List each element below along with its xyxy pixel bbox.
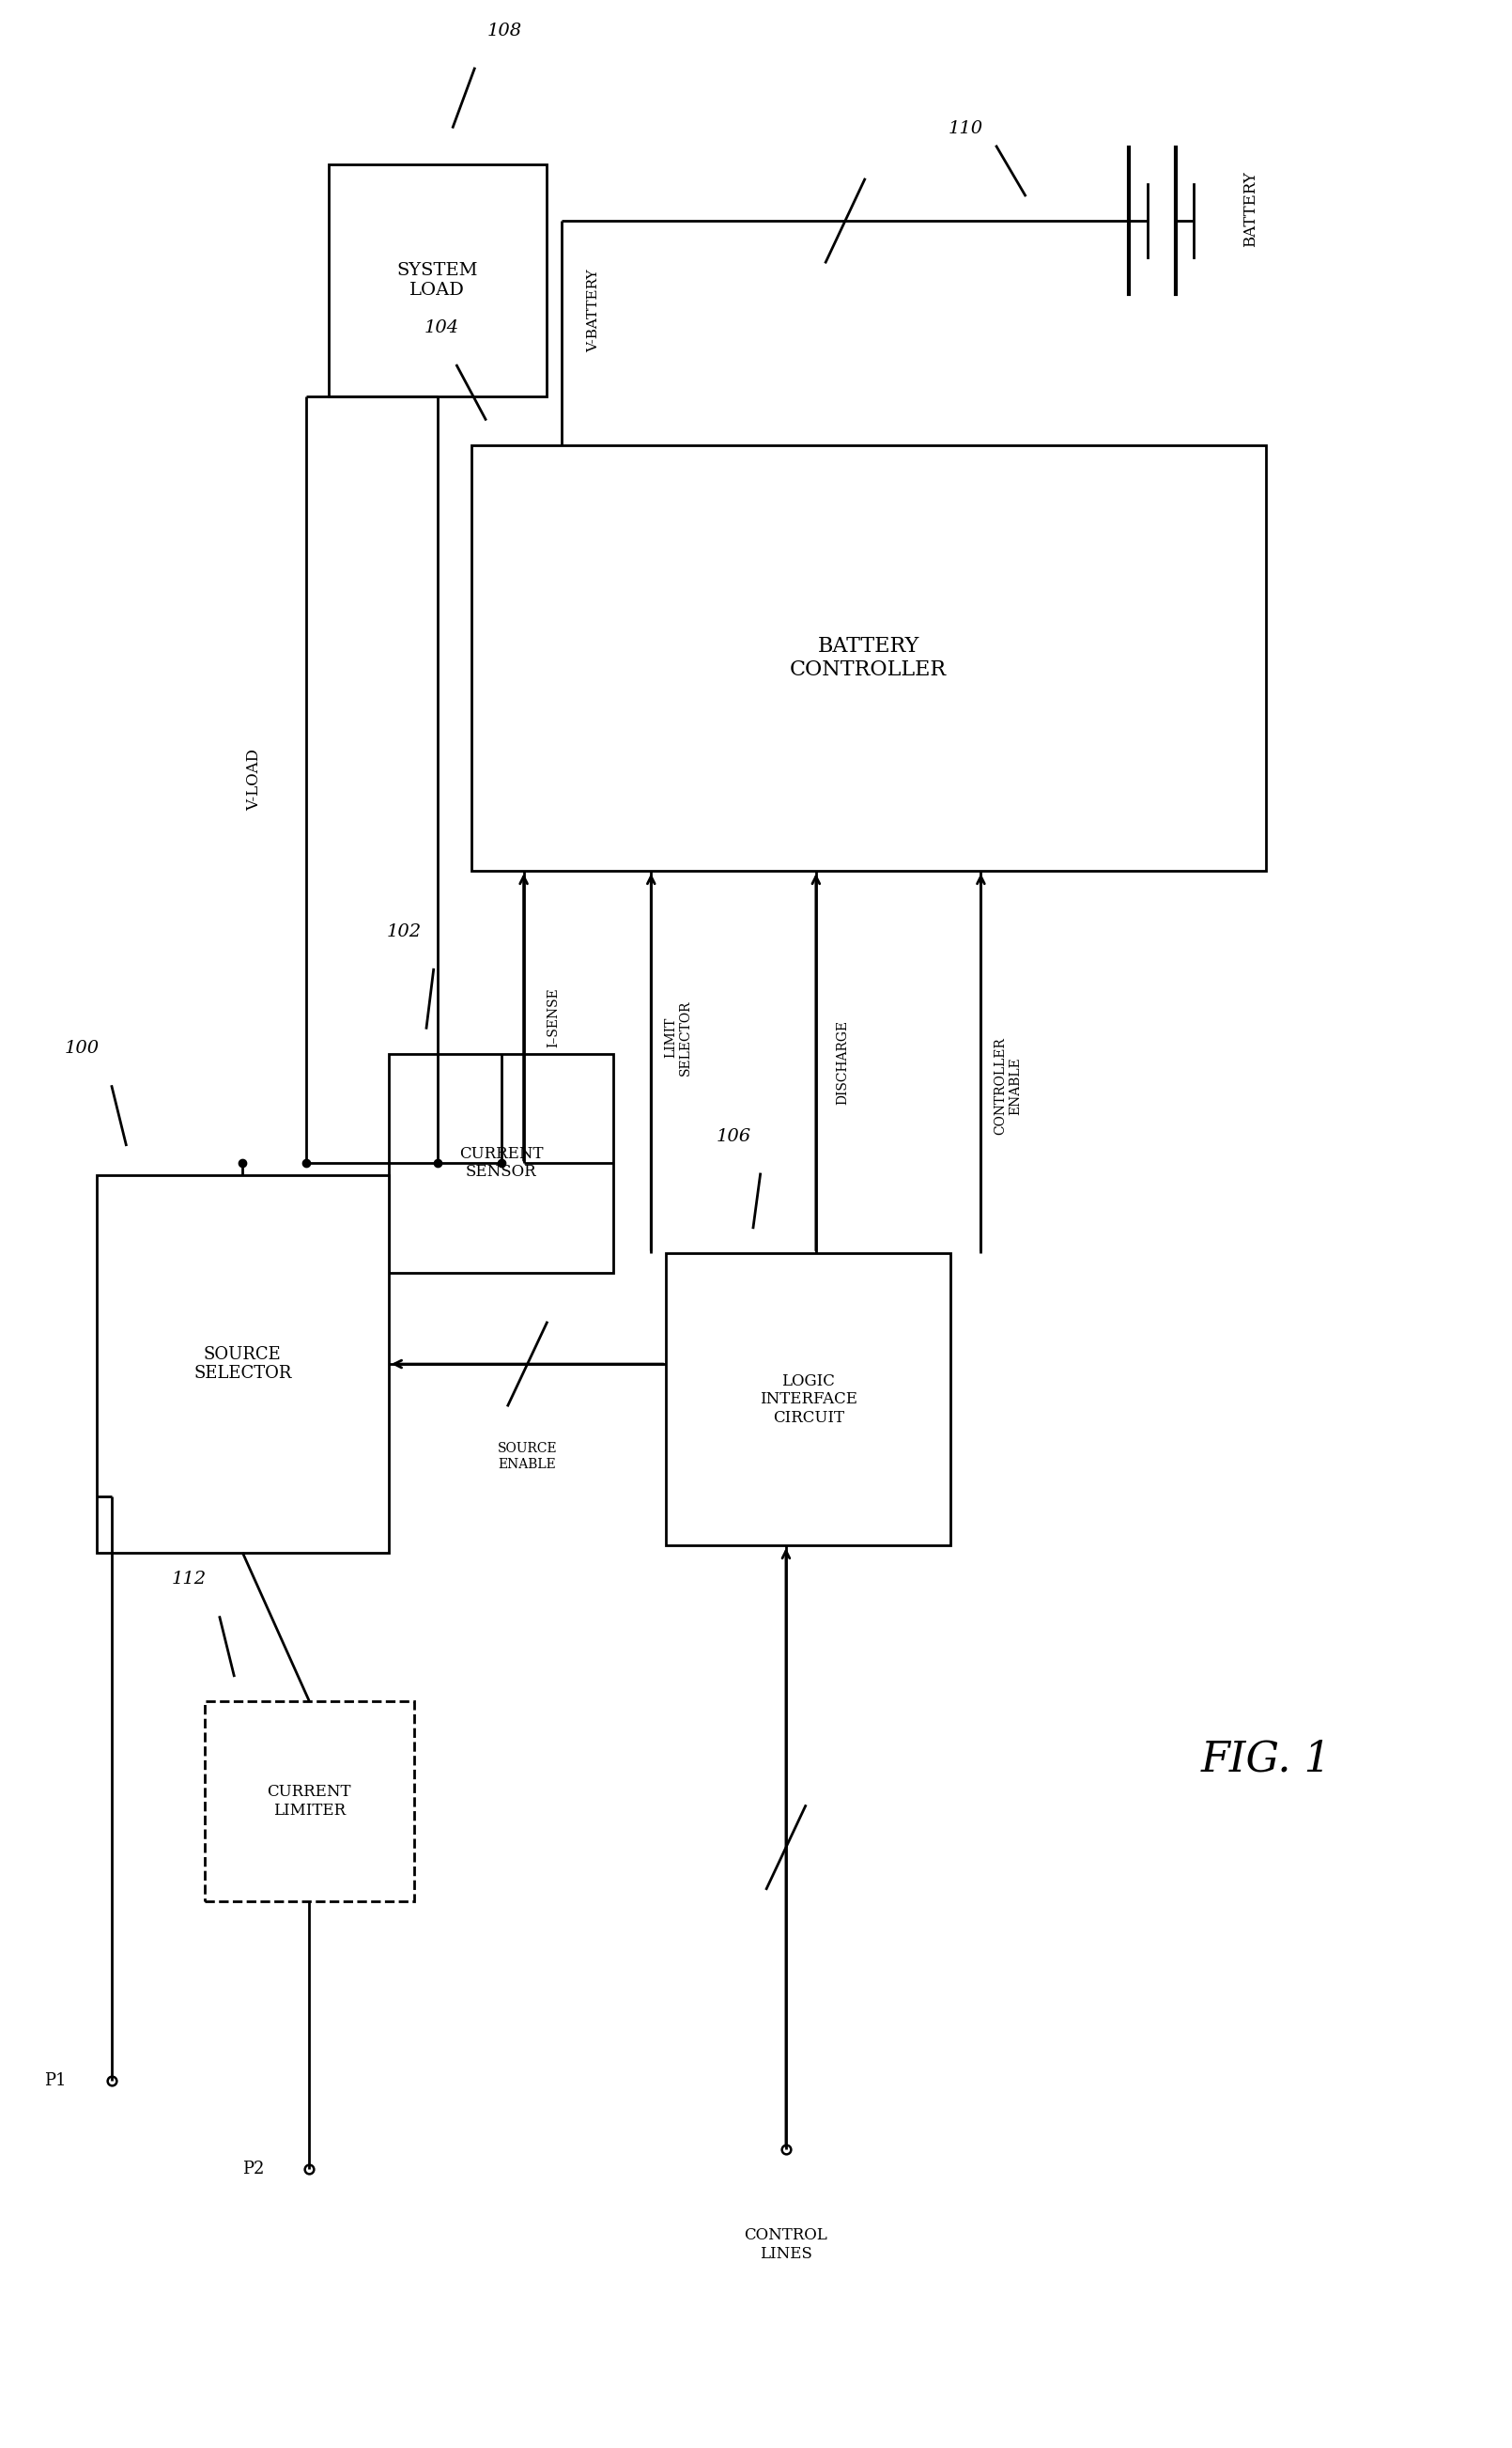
Text: 102: 102: [386, 923, 422, 940]
FancyBboxPatch shape: [97, 1175, 389, 1552]
Text: V-BATTERY: V-BATTERY: [588, 269, 600, 353]
Text: 110: 110: [948, 120, 983, 137]
Text: CURRENT
SENSOR: CURRENT SENSOR: [460, 1146, 543, 1180]
Text: SYSTEM
LOAD: SYSTEM LOAD: [396, 262, 478, 299]
Text: V-LOAD: V-LOAD: [246, 749, 262, 810]
Text: 106: 106: [717, 1129, 751, 1146]
Text: 108: 108: [487, 22, 522, 39]
Text: P2: P2: [242, 2159, 265, 2176]
Text: BATTERY
CONTROLLER: BATTERY CONTROLLER: [789, 636, 947, 681]
FancyBboxPatch shape: [472, 446, 1266, 871]
Text: LOGIC
INTERFACE
CIRCUIT: LOGIC INTERFACE CIRCUIT: [759, 1373, 857, 1425]
Text: SOURCE
ENABLE: SOURCE ENABLE: [497, 1442, 558, 1471]
Text: I–SENSE: I–SENSE: [547, 987, 561, 1048]
Text: CURRENT
LIMITER: CURRENT LIMITER: [268, 1785, 351, 1819]
Text: LIMIT
SELECTOR: LIMIT SELECTOR: [664, 999, 692, 1075]
Text: BATTERY: BATTERY: [1243, 171, 1258, 247]
Text: 104: 104: [423, 321, 458, 335]
Text: 100: 100: [64, 1040, 98, 1058]
Text: SOURCE
SELECTOR: SOURCE SELECTOR: [194, 1346, 292, 1383]
Text: DISCHARGE: DISCHARGE: [836, 1021, 850, 1104]
Text: CONTROLLER
ENABLE: CONTROLLER ENABLE: [993, 1038, 1022, 1136]
Text: 112: 112: [172, 1572, 207, 1589]
FancyBboxPatch shape: [328, 164, 546, 397]
FancyBboxPatch shape: [204, 1701, 414, 1902]
FancyBboxPatch shape: [667, 1253, 951, 1545]
Text: CONTROL
LINES: CONTROL LINES: [744, 2228, 827, 2262]
Text: P1: P1: [44, 2073, 67, 2091]
Text: FIG. 1: FIG. 1: [1201, 1741, 1331, 1780]
FancyBboxPatch shape: [389, 1053, 614, 1273]
